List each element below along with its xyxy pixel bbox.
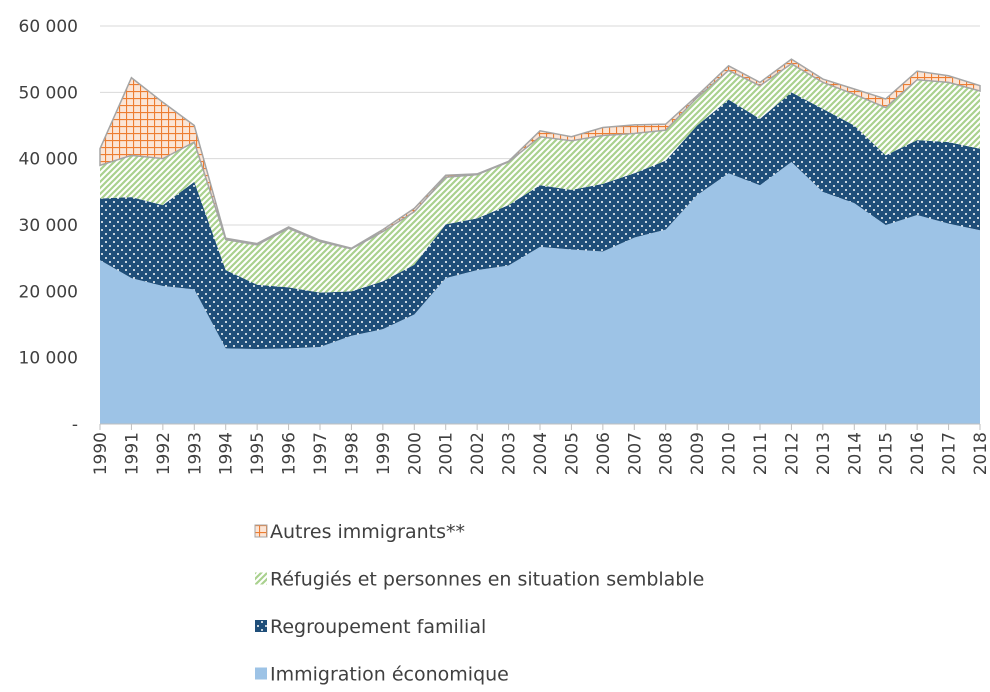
legend-swatch	[255, 620, 267, 632]
x-tick-label: 2004	[531, 432, 551, 475]
legend-swatch	[254, 524, 268, 538]
x-tick-label: 1996	[280, 432, 300, 475]
x-tick-label: 2007	[625, 432, 645, 475]
x-tick-label: 2013	[814, 432, 834, 475]
x-tick-label: 2008	[657, 432, 677, 475]
y-tick-label: 20 000	[19, 282, 78, 302]
x-tick-label: 2005	[562, 432, 582, 475]
x-tick-label: 2006	[594, 432, 614, 475]
x-tick-label: 1998	[342, 432, 362, 475]
y-tick-label: 60 000	[19, 17, 78, 37]
x-tick-label: 2000	[405, 432, 425, 475]
x-tick-label: 2010	[720, 432, 740, 475]
x-tick-label: 1999	[374, 432, 394, 475]
y-tick-label: -	[72, 415, 78, 435]
legend-label: Immigration économique	[270, 664, 509, 686]
x-tick-label: 2003	[500, 432, 520, 475]
x-tick-label: 2018	[971, 432, 990, 475]
y-tick-label: 50 000	[19, 83, 78, 103]
legend-label: Regroupement familial	[270, 616, 486, 638]
area	[100, 92, 980, 350]
x-tick-label: 2014	[845, 432, 865, 475]
x-tick-label: 2001	[437, 432, 457, 475]
legend-swatch	[255, 667, 267, 680]
area	[100, 63, 980, 293]
x-tick-label: 2015	[877, 432, 897, 475]
x-tick-label: 2012	[782, 432, 802, 475]
y-tick-label: 10 000	[19, 349, 78, 369]
x-tick-label: 2002	[468, 432, 488, 475]
x-tick-label: 1995	[248, 432, 268, 475]
y-tick-label: 40 000	[19, 150, 78, 170]
legend-label: Autres immigrants**	[270, 521, 465, 543]
x-tick-label: 1993	[185, 432, 205, 475]
x-tick-label: 1997	[311, 432, 331, 475]
x-tick-label: 2016	[908, 432, 928, 475]
legend-label: Réfugiés et personnes en situation sembl…	[270, 569, 704, 591]
area	[100, 161, 980, 424]
x-tick-label: 2011	[751, 432, 771, 475]
y-tick-label: 30 000	[19, 216, 78, 236]
area	[99, 58, 981, 250]
legend-swatch	[255, 572, 267, 585]
x-tick-label: 1992	[154, 432, 174, 475]
x-tick-label: 1994	[217, 432, 237, 475]
x-tick-label: 1990	[91, 432, 111, 475]
x-tick-label: 2017	[940, 432, 960, 475]
x-tick-label: 2009	[688, 432, 708, 475]
x-tick-label: 1991	[122, 432, 142, 475]
